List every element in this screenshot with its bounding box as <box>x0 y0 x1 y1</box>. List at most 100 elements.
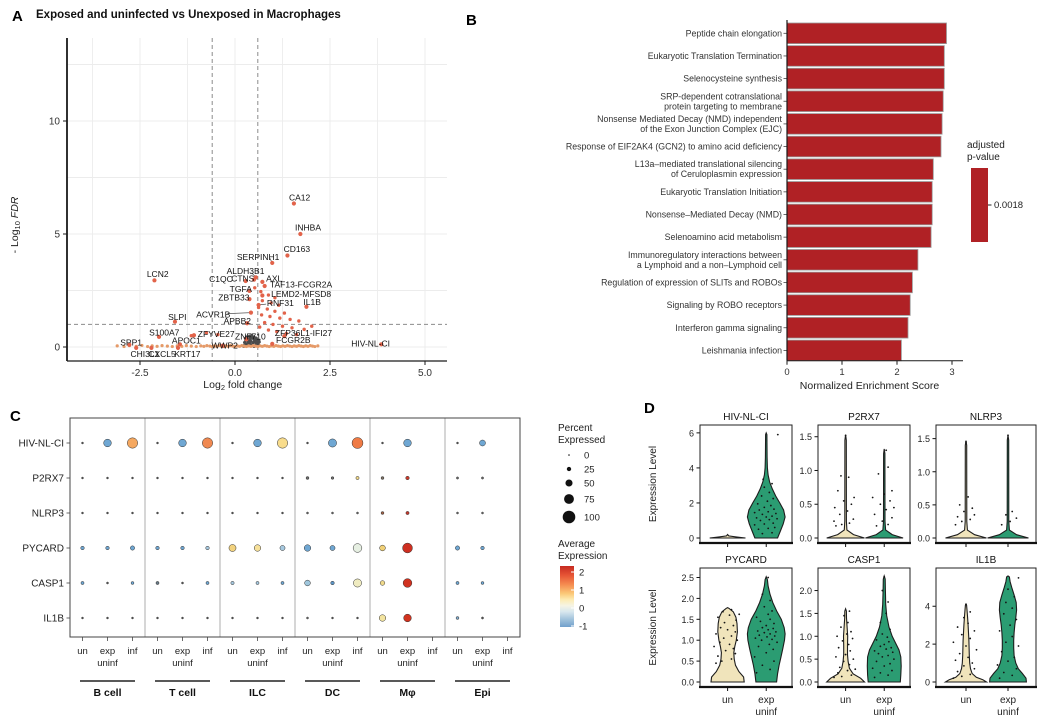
row-label: CASP1 <box>31 579 64 590</box>
expression-dot <box>455 545 460 551</box>
jitter-point <box>998 629 1001 632</box>
expression-dot <box>352 543 363 553</box>
sig-point <box>294 332 299 337</box>
jitter-point <box>756 630 759 632</box>
labeled-gene-point <box>260 279 265 285</box>
color-legend-value: 1 <box>579 586 584 597</box>
expression-dot <box>456 476 459 480</box>
expression-dot <box>331 616 334 620</box>
row-label: HIV-NL-CI <box>18 439 64 450</box>
expression-dot <box>356 511 359 515</box>
jitter-point <box>763 506 766 509</box>
jitter-point <box>1002 671 1005 674</box>
jitter-point <box>840 626 842 629</box>
x-tick-label: un <box>840 695 851 706</box>
x-sub-label: uninf <box>755 707 777 718</box>
y-tick-label: 2.0 <box>799 586 812 596</box>
jitter-point <box>753 523 756 526</box>
y-tick-label: 1.5 <box>799 432 812 442</box>
expression-dot <box>256 476 259 480</box>
panel-a-title: Exposed and uninfected vs Unexposed in M… <box>36 9 341 21</box>
x-tick-label: 1 <box>839 367 844 378</box>
jitter-point <box>1011 607 1014 610</box>
sig-point <box>271 322 275 327</box>
y-tick-label: 0.0 <box>799 534 812 544</box>
gene-label: IL1B <box>303 297 321 307</box>
sig-point <box>282 311 287 315</box>
jitter-point <box>843 614 845 617</box>
condition-label: exp <box>400 646 415 657</box>
x-tick-label: 5.0 <box>418 368 432 379</box>
labeled-gene-point <box>244 337 249 342</box>
y-tick-label: 6 <box>689 428 694 438</box>
expression-dot <box>127 437 138 449</box>
expression-dot <box>279 545 286 551</box>
jitter-point <box>965 441 967 443</box>
expression-dot <box>202 437 213 449</box>
jitter-point <box>847 643 850 646</box>
jitter-point <box>952 641 955 644</box>
expression-dot <box>81 476 84 480</box>
gene-label: LEMD2-MFSD8 <box>271 289 331 299</box>
expression-dot <box>81 441 84 445</box>
y-axis-title: - Log10 FDR <box>9 196 22 253</box>
color-legend-value: -1 <box>579 622 587 633</box>
jitter-point <box>875 660 878 663</box>
pathway-label: Response of EIF2AK4 (GCN2) to amino acid… <box>566 142 783 152</box>
expression-dot <box>481 616 484 620</box>
jitter-point <box>1011 510 1014 513</box>
condition-label: inf <box>352 646 362 657</box>
group-label: Mφ <box>399 687 416 699</box>
jitter-point <box>1005 601 1007 604</box>
condition-label: un <box>152 646 163 657</box>
jitter-point <box>771 515 773 517</box>
legend-color-box <box>971 168 988 242</box>
violin-un <box>709 533 746 539</box>
y-tick-label: 0.0 <box>799 678 812 688</box>
jitter-point <box>1005 641 1007 644</box>
jitter-point <box>845 633 848 635</box>
jitter-point <box>893 506 895 509</box>
expression-dot <box>231 511 234 515</box>
condition-label: exp <box>100 646 115 657</box>
jitter-point <box>761 593 764 596</box>
expression-dot <box>205 545 210 551</box>
pathway-label: of the Exon Junction Complex (EJC) <box>640 124 782 134</box>
jitter-point <box>854 668 857 671</box>
jitter-point <box>967 656 969 659</box>
jitter-point <box>713 645 715 648</box>
jitter-point <box>1013 595 1016 598</box>
expression-dot <box>281 476 284 480</box>
y-axis-title: Expression Level <box>648 589 659 665</box>
jitter-point <box>850 630 852 633</box>
labeled-gene-point <box>282 334 287 339</box>
violin-un <box>825 607 866 683</box>
jitter-point <box>893 658 895 661</box>
jitter-point <box>848 663 851 666</box>
size-legend-dot <box>565 479 573 487</box>
jitter-point <box>767 510 770 513</box>
sig-point <box>313 344 317 349</box>
axis-title-post: fold change <box>225 379 282 391</box>
jitter-point <box>883 665 886 667</box>
color-legend-value: 2 <box>579 568 584 579</box>
jitter-point <box>973 629 976 632</box>
labeled-gene-point <box>156 334 162 339</box>
x-tick-label: 2 <box>894 367 899 378</box>
jitter-point <box>885 508 888 511</box>
labeled-gene-point <box>248 310 254 315</box>
nonsig-point <box>257 338 261 342</box>
axis-title-pre: Log <box>203 379 221 391</box>
violin-title: PYCARD <box>725 555 767 566</box>
jitter-point <box>1007 434 1009 437</box>
jitter-point <box>965 603 967 606</box>
expression-dot <box>105 545 110 551</box>
row-label: NLRP3 <box>32 509 65 520</box>
pathway-label: a Lymphoid and a non–Lymphoid cell <box>637 260 782 270</box>
gene-label: TAF13-FCGR2A <box>270 280 333 290</box>
expression-dot <box>130 581 135 585</box>
expression-dot <box>255 581 260 585</box>
jitter-point <box>765 624 768 627</box>
pathway-label: SRP-dependent cotranslational <box>660 91 782 101</box>
